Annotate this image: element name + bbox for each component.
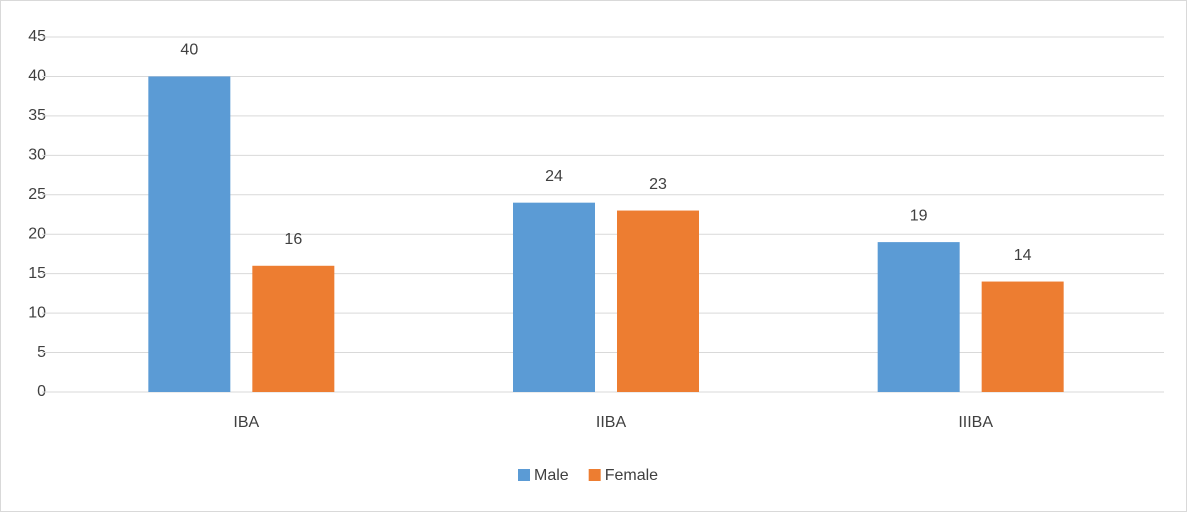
y-tick-label: 40 [28, 68, 46, 85]
y-tick-label: 35 [28, 107, 46, 124]
bar [252, 265, 335, 392]
legend-label: Male [534, 467, 569, 484]
legend-label: Female [605, 467, 658, 484]
data-label: 19 [910, 207, 928, 224]
y-tick-label: 10 [28, 304, 46, 321]
data-label: 24 [545, 168, 563, 185]
bar [148, 76, 231, 392]
data-label: 40 [180, 42, 198, 59]
bar [513, 202, 595, 392]
bar [617, 210, 699, 392]
bar [877, 242, 960, 392]
y-tick-label: 0 [37, 383, 46, 400]
y-tick-label: 15 [28, 265, 46, 282]
y-tick-label: 20 [28, 225, 46, 242]
y-tick-label: 30 [28, 147, 46, 164]
y-tick-label: 5 [37, 344, 46, 361]
legend-swatch [518, 469, 530, 481]
y-tick-label: 25 [28, 186, 46, 203]
bar [981, 281, 1064, 392]
x-tick-label: IBA [233, 414, 259, 431]
y-tick-label: 45 [28, 28, 46, 45]
data-label: 16 [284, 231, 302, 248]
x-tick-label: IIBA [596, 414, 627, 431]
x-tick-label: IIIBA [958, 414, 993, 431]
data-label: 14 [1014, 247, 1032, 264]
legend-swatch [588, 469, 601, 481]
data-label: 23 [649, 176, 667, 193]
